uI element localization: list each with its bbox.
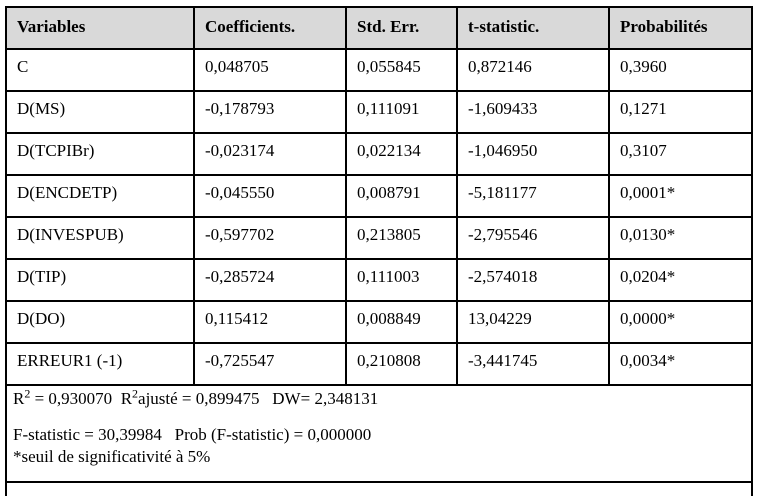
cell-std-err: 0,213805 xyxy=(345,216,458,260)
cell-t-stat: 13,04229 xyxy=(456,300,610,344)
table-row-c: C 0,048705 0,055845 0,872146 0,3960 xyxy=(5,48,753,92)
cell-coefficient: -0,178793 xyxy=(193,90,347,134)
cell-std-err: 0,111091 xyxy=(345,90,458,134)
column-header-std-err: Std. Err. xyxy=(345,6,458,50)
table-row-erreur1: ERREUR1 (-1) -0,725547 0,210808 -3,44174… xyxy=(5,342,753,386)
column-header-t-statistic: t-statistic. xyxy=(456,6,610,50)
cell-probability: 0,0130* xyxy=(608,216,753,260)
header-row: Variables Coefficients. Std. Err. t-stat… xyxy=(5,6,753,50)
cell-t-stat: -1,609433 xyxy=(456,90,610,134)
table-row-dtip: D(TIP) -0,285724 0,111003 -2,574018 0,02… xyxy=(5,258,753,302)
cell-variable: D(DO) xyxy=(5,300,195,344)
cell-coefficient: -0,023174 xyxy=(193,132,347,176)
cell-std-err: 0,055845 xyxy=(345,48,458,92)
cell-t-stat: -2,574018 xyxy=(456,258,610,302)
cell-probability: 0,3960 xyxy=(608,48,753,92)
cell-variable: D(INVESPUB) xyxy=(5,216,195,260)
cell-coefficient: -0,725547 xyxy=(193,342,347,386)
durbin-watson-stat: DW= 2,348131 xyxy=(272,389,379,408)
cell-std-err: 0,022134 xyxy=(345,132,458,176)
significance-note: *seuil de significativité à 5% xyxy=(13,447,211,466)
cell-variable: ERREUR1 (-1) xyxy=(5,342,195,386)
table-row-dtcpibr: D(TCPIBr) -0,023174 0,022134 -1,046950 0… xyxy=(5,132,753,176)
regression-results-table: Variables Coefficients. Std. Err. t-stat… xyxy=(5,6,753,496)
cell-variable: C xyxy=(5,48,195,92)
cell-probability: 0,3107 xyxy=(608,132,753,176)
empty-bottom-cell xyxy=(5,481,753,496)
cell-variable: D(ENCDETP) xyxy=(5,174,195,218)
cell-coefficient: 0,115412 xyxy=(193,300,347,344)
cell-probability: 0,0204* xyxy=(608,258,753,302)
f-statistic-line: F-statistic = 30,39984 Prob (F-statistic… xyxy=(13,425,372,444)
column-header-variables: Variables xyxy=(5,6,195,50)
footer-stats-cell: R2 = 0,930070 R2ajusté = 0,899475 DW= 2,… xyxy=(5,384,753,483)
cell-t-stat: 0,872146 xyxy=(456,48,610,92)
table-row-dms: D(MS) -0,178793 0,111091 -1,609433 0,127… xyxy=(5,90,753,134)
table-row-dinvespub: D(INVESPUB) -0,597702 0,213805 -2,795546… xyxy=(5,216,753,260)
empty-bottom-row xyxy=(5,481,753,496)
table-row-dencdetp: D(ENCDETP) -0,045550 0,008791 -5,181177 … xyxy=(5,174,753,218)
cell-std-err: 0,008849 xyxy=(345,300,458,344)
cell-coefficient: 0,048705 xyxy=(193,48,347,92)
cell-variable: D(TIP) xyxy=(5,258,195,302)
cell-t-stat: -3,441745 xyxy=(456,342,610,386)
goodness-of-fit-line: R2 = 0,930070 R2ajusté = 0,899475 DW= 2,… xyxy=(13,386,745,410)
r-squared-stat: R2 = 0,930070 xyxy=(13,386,121,408)
cell-t-stat: -1,046950 xyxy=(456,132,610,176)
cell-probability: 0,0001* xyxy=(608,174,753,218)
cell-coefficient: -0,045550 xyxy=(193,174,347,218)
cell-std-err: 0,008791 xyxy=(345,174,458,218)
cell-coefficient: -0,597702 xyxy=(193,216,347,260)
table-row-ddo: D(DO) 0,115412 0,008849 13,04229 0,0000* xyxy=(5,300,753,344)
cell-variable: D(TCPIBr) xyxy=(5,132,195,176)
cell-std-err: 0,210808 xyxy=(345,342,458,386)
cell-probability: 0,1271 xyxy=(608,90,753,134)
r-squared-adjusted-stat: R2ajusté = 0,899475 xyxy=(120,386,273,408)
footer-stats-row: R2 = 0,930070 R2ajusté = 0,899475 DW= 2,… xyxy=(5,384,753,483)
cell-probability: 0,0034* xyxy=(608,342,753,386)
cell-std-err: 0,111003 xyxy=(345,258,458,302)
cell-coefficient: -0,285724 xyxy=(193,258,347,302)
column-header-probabilities: Probabilités xyxy=(608,6,753,50)
cell-t-stat: -2,795546 xyxy=(456,216,610,260)
cell-t-stat: -5,181177 xyxy=(456,174,610,218)
cell-variable: D(MS) xyxy=(5,90,195,134)
cell-probability: 0,0000* xyxy=(608,300,753,344)
column-header-coefficients: Coefficients. xyxy=(193,6,347,50)
